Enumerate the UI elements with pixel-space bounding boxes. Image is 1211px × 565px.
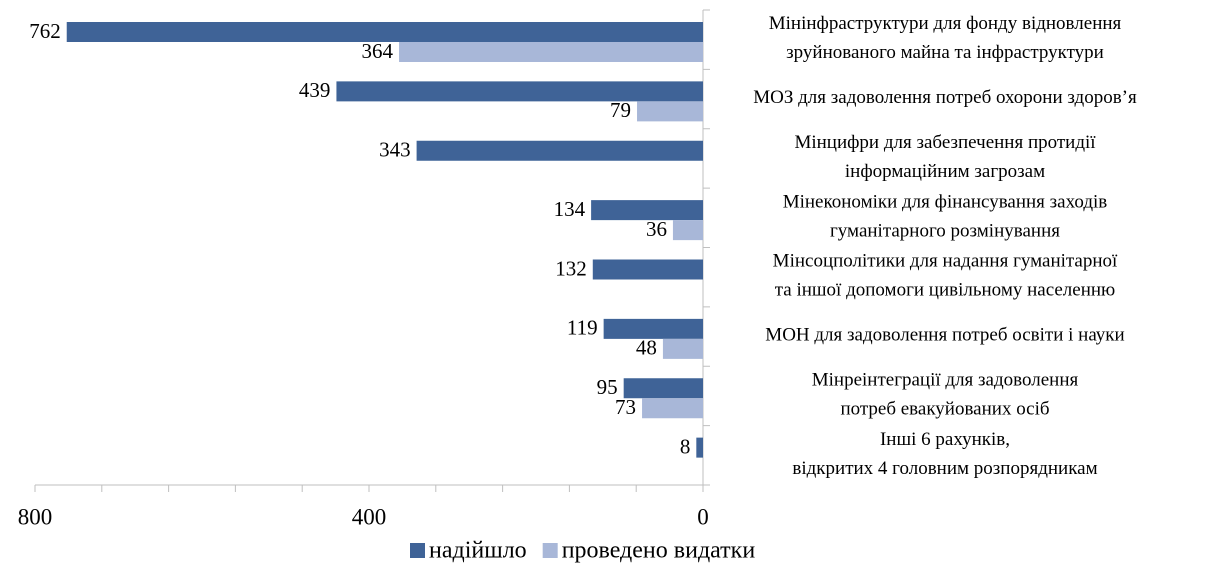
category-label: Мінінфраструктури для фонду відновлення з… [769,14,1122,64]
bar [637,101,703,122]
value-label: 95 [597,375,618,399]
bar [696,437,703,458]
bar [592,259,703,280]
bar [603,318,703,339]
value-label: 119 [567,316,598,340]
bar [623,378,703,399]
category-label: МОН для задоволення потреб освіти і наук… [765,325,1124,346]
x-tick-label: 0 [697,504,709,529]
value-label: 364 [362,39,394,63]
value-label: 343 [379,138,411,162]
value-label: 48 [636,336,657,360]
legend-swatch [410,543,425,558]
value-label: 439 [299,78,331,102]
category-label: Мінреінтеграції для задоволення потреб ев… [812,370,1079,420]
bar [672,220,703,241]
value-label: 36 [646,217,667,241]
value-label: 73 [615,395,636,419]
bar [642,398,703,419]
value-label: 8 [680,434,691,458]
category-label: Мінцифри для забезпечення протидії інформ… [794,132,1096,182]
bar [416,140,703,161]
value-label: 79 [610,98,631,122]
value-label: 134 [554,197,586,221]
bar [662,338,703,359]
bar [591,200,703,221]
category-label: Мінсоцполітики для надання гуманітарної т… [773,251,1118,301]
value-label: 762 [29,19,61,43]
legend-swatch [542,543,558,558]
x-tick-label: 800 [18,504,53,529]
x-tick-label: 400 [352,504,387,529]
legend-label: надійшло [429,538,527,564]
category-label: МОЗ для задоволення потреб охорони здоро… [753,87,1137,108]
category-label: Інші 6 рахунків, відкритих 4 головним роз… [792,429,1097,479]
category-label: Мінекономіки для фінансування заходів гум… [783,192,1108,242]
bar [66,22,704,42]
legend-label: проведено видатки [562,538,756,564]
bar [336,81,703,102]
bar [399,42,703,62]
value-label: 132 [555,256,587,280]
